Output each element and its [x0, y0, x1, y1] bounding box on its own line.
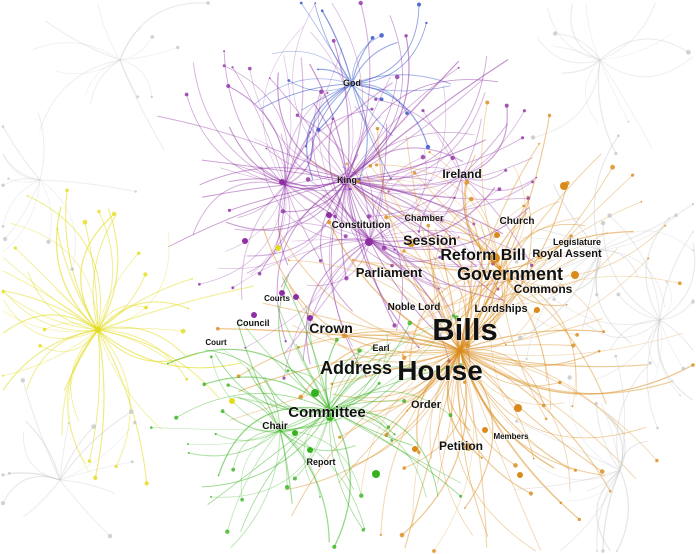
node-label-session: Session — [403, 232, 457, 248]
node-label-courts: Courts — [264, 294, 290, 303]
node-label-ireland: Ireland — [442, 167, 481, 181]
node-label-royal-assent: Royal Assent — [532, 248, 602, 260]
node-label-commons: Commons — [514, 282, 573, 296]
node-label-constitution: Constitution — [332, 220, 391, 231]
node-label-crown: Crown — [309, 320, 353, 336]
node-label-bills: Bills — [432, 312, 497, 347]
node-label-petition: Petition — [439, 439, 483, 453]
node-label-court: Court — [205, 338, 227, 347]
node-label-lordships: Lordships — [474, 303, 527, 315]
node-label-reform-bill: Reform Bill — [440, 247, 525, 264]
node-label-chamber: Chamber — [404, 213, 444, 223]
node-label-earl: Earl — [372, 343, 389, 353]
node-label-chair: Chair — [262, 421, 288, 432]
node-label-parliament: Parliament — [356, 265, 423, 280]
node-label-king: King — [337, 175, 357, 185]
node-label-address: Address — [320, 358, 392, 378]
node-label-council: Council — [237, 318, 270, 328]
node-label-government: Government — [457, 264, 563, 284]
node-label-committee: Committee — [288, 404, 366, 421]
node-label-members: Members — [493, 432, 529, 441]
node-label-god: God — [343, 78, 361, 88]
node-label-noble-lord: Noble Lord — [388, 302, 441, 313]
node-label-legislature: Legislature — [553, 237, 601, 247]
node-label-order: Order — [411, 399, 442, 411]
node-label-report: Report — [307, 457, 336, 467]
node-label-church: Church — [500, 216, 535, 227]
node-label-house: House — [397, 355, 483, 386]
